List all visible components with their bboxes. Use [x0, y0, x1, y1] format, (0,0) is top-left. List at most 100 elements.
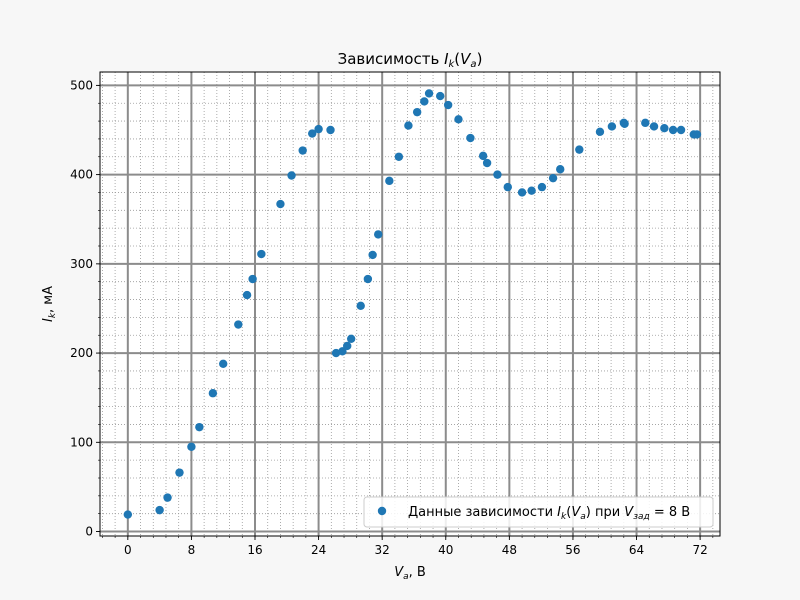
data-point [668, 125, 678, 135]
x-tick-label: 24 [311, 543, 326, 557]
data-point [548, 173, 558, 183]
legend-vsub: зад [633, 512, 650, 522]
legend-mid: при [591, 505, 624, 520]
legend-var: I [557, 505, 561, 520]
legend-arg: V [571, 505, 581, 520]
legend-marker [377, 506, 387, 516]
data-point [368, 250, 377, 260]
data-point [660, 124, 669, 133]
x-tick-label: 16 [247, 543, 262, 557]
data-points [123, 89, 702, 519]
data-point [175, 468, 184, 477]
data-point [219, 359, 228, 368]
legend-suffix: = 8 В [650, 505, 690, 520]
x-tick-label: 72 [692, 543, 707, 557]
data-point [420, 97, 429, 106]
title-open: ( [454, 50, 460, 68]
x-label-rest: , В [409, 565, 426, 580]
data-point [478, 151, 488, 161]
y-label-var: I [41, 318, 56, 322]
data-point [595, 127, 605, 136]
data-point [257, 249, 266, 259]
x-tick-label: 40 [438, 543, 453, 557]
data-point [607, 122, 617, 131]
x-label-var: V [394, 565, 404, 580]
data-point [537, 182, 547, 192]
data-point [155, 505, 164, 515]
data-point [346, 334, 356, 343]
y-tick-label: 500 [70, 78, 93, 92]
y-label-sub: k [48, 312, 58, 318]
legend-v: V [624, 505, 634, 520]
data-point [195, 422, 204, 432]
legend-sub1: k [561, 512, 567, 522]
title-sub2: a [470, 59, 476, 70]
legend: Данные зависимости Ik(Va) при Vзад = 8 В [363, 496, 714, 528]
legend-close: ) [586, 505, 591, 520]
plot-frame [99, 71, 721, 537]
data-point [517, 188, 527, 197]
y-tick-label: 300 [70, 257, 93, 271]
data-point [641, 118, 650, 128]
data-point [443, 100, 453, 110]
data-point [385, 176, 394, 186]
data-point [248, 274, 257, 284]
y-axis-label: Ik, мА [41, 286, 58, 322]
title-sub1: k [449, 59, 456, 70]
data-point [436, 91, 445, 101]
data-point [394, 152, 404, 161]
legend-label: Данные зависимости Ik(Va) при Vзад = 8 В [408, 505, 690, 522]
y-tick-label: 400 [70, 168, 93, 182]
data-point [343, 341, 352, 351]
y-tick-label: 0 [85, 525, 93, 539]
data-point [649, 122, 659, 131]
plot-background [100, 72, 720, 536]
data-point [575, 145, 584, 154]
data-point [424, 89, 434, 98]
data-point [374, 230, 383, 239]
data-point [692, 130, 702, 139]
x-tick-label: 0 [124, 543, 132, 557]
data-point [276, 199, 285, 209]
data-point [298, 146, 307, 155]
legend-prefix: Данные зависимости [408, 505, 557, 520]
data-point [676, 125, 686, 135]
x-tick-label: 48 [502, 543, 517, 557]
data-point [308, 129, 317, 138]
data-point [338, 347, 347, 356]
data-point [466, 133, 475, 143]
x-tick-label: 64 [629, 543, 644, 557]
data-point [620, 119, 629, 128]
data-point [454, 115, 463, 124]
data-point [503, 182, 512, 192]
data-point [326, 125, 335, 135]
title-close: ) [477, 50, 483, 68]
legend-box [363, 496, 714, 528]
data-point [356, 301, 365, 310]
legend-sub2: a [580, 512, 586, 522]
data-point [234, 320, 243, 329]
title-arg: V [460, 50, 472, 68]
x-axis-label: Va, В [394, 565, 426, 582]
x-tick-label: 56 [565, 543, 580, 557]
title-prefix: Зависимость [338, 50, 444, 68]
data-point [412, 107, 422, 117]
data-point [187, 442, 196, 451]
data-point [163, 493, 172, 502]
y-tick-label: 200 [70, 346, 93, 360]
title-var: I [444, 50, 449, 68]
data-point [404, 121, 413, 130]
x-label-sub: a [403, 572, 409, 582]
data-point [556, 165, 565, 174]
data-point [482, 158, 492, 168]
y-tick-label: 100 [70, 435, 93, 449]
major-grid [100, 72, 720, 536]
data-point [363, 274, 373, 284]
data-point [123, 510, 133, 519]
x-tick-label: 8 [188, 543, 196, 557]
axis-ticks: 0 8 16 24 32 40 48 56 64 72 0 100 200 300 400 500 [70, 78, 714, 557]
chart-title: Зависимость Ik(Va) [338, 50, 483, 70]
data-point [287, 171, 296, 180]
data-point [242, 290, 252, 300]
